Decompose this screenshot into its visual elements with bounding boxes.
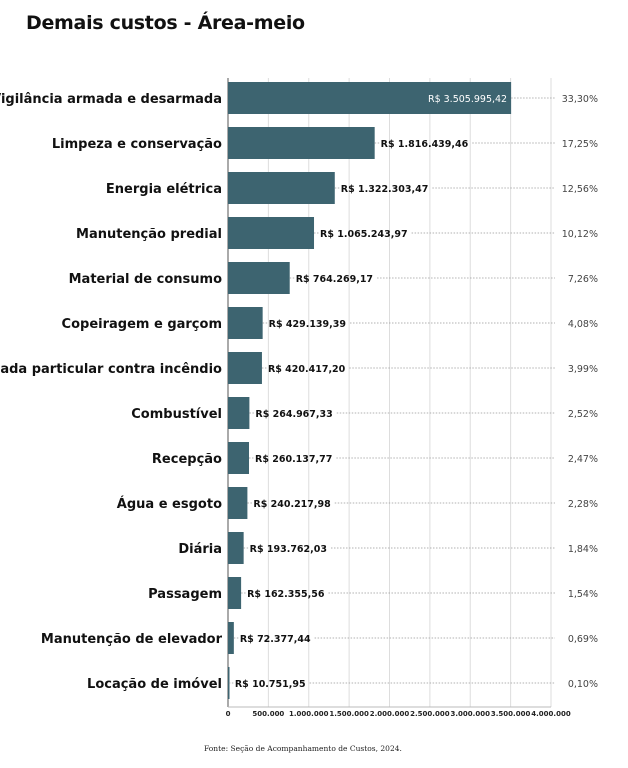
category-label: Material de consumo [69, 272, 222, 287]
bar [228, 487, 248, 519]
percent-label: 12,56% [562, 184, 598, 195]
x-tick-label: 4.000.000 [531, 710, 571, 718]
value-label: R$ 193.762,03 [250, 544, 327, 555]
value-label: R$ 264.967,33 [255, 409, 332, 420]
bar [228, 397, 250, 429]
bar [228, 667, 230, 699]
category-label: Diária [178, 542, 222, 557]
x-tick-label: 500.000 [252, 710, 284, 718]
percent-label: 10,12% [562, 229, 598, 240]
bar [228, 307, 263, 339]
bar [228, 262, 290, 294]
percent-label: 4,08% [568, 319, 598, 330]
bar [228, 127, 375, 159]
percent-label: 2,28% [568, 499, 598, 510]
category-label: Locação de imóvel [87, 677, 222, 692]
bar [228, 577, 242, 609]
category-label: Energia elétrica [106, 182, 222, 197]
percent-label: 1,84% [568, 544, 598, 555]
value-label: R$ 72.377,44 [240, 634, 311, 645]
bar [228, 352, 262, 384]
percent-label: 2,52% [568, 409, 598, 420]
bar [228, 622, 234, 654]
x-tick-label: 3.500.000 [491, 710, 531, 718]
value-label: R$ 162.355,56 [247, 589, 325, 600]
category-label: Brigada particular contra incêndio [0, 362, 222, 377]
bar [228, 172, 335, 204]
category-label: Água e esgoto [117, 496, 222, 512]
category-label: Combustível [131, 407, 222, 422]
value-label: R$ 240.217,98 [253, 499, 331, 510]
source-note: Fonte: Seção de Acompanhamento de Custos… [204, 744, 402, 753]
x-tick-label: 2.500.000 [410, 710, 450, 718]
category-label: Passagem [148, 587, 222, 602]
value-label: R$ 429.139,39 [269, 319, 346, 330]
percent-label: 0,10% [568, 679, 598, 690]
value-label: R$ 260.137,77 [255, 454, 332, 465]
percent-label: 7,26% [568, 274, 598, 285]
value-label: R$ 1.816.439,46 [381, 139, 469, 150]
category-label: Recepção [152, 452, 222, 467]
bar [228, 217, 315, 249]
value-label: R$ 1.065.243,97 [320, 229, 408, 240]
bar [228, 82, 512, 114]
x-tick-label: 1.500.000 [329, 710, 369, 718]
chart-title: Demais custos - Área-meio [26, 12, 305, 34]
category-label: Vigilância armada e desarmada [0, 92, 222, 107]
x-tick-label: 0 [226, 710, 231, 718]
bar [228, 532, 244, 564]
percent-label: 1,54% [568, 589, 598, 600]
value-label: R$ 764.269,17 [296, 274, 373, 285]
value-label: R$ 10.751,95 [235, 679, 306, 690]
value-label: R$ 1.322.303,47 [341, 184, 429, 195]
value-label: R$ 420.417,20 [268, 364, 346, 375]
bar [228, 442, 250, 474]
value-label: R$ 3.505.995,42 [428, 94, 507, 105]
category-label: Manutenção de elevador [41, 632, 223, 647]
category-label: Copeiragem e garçom [62, 317, 222, 332]
x-tick-label: 2.000.000 [370, 710, 410, 718]
x-tick-label: 3.000.000 [451, 710, 491, 718]
percent-label: 17,25% [562, 139, 598, 150]
category-label: Limpeza e conservação [52, 137, 222, 152]
percent-label: 0,69% [568, 634, 598, 645]
x-tick-label: 1.000.000 [289, 710, 329, 718]
category-label: Manutenção predial [76, 227, 222, 242]
percent-label: 3,99% [568, 364, 598, 375]
percent-label: 33,30% [562, 94, 598, 105]
percent-label: 2,47% [568, 454, 598, 465]
